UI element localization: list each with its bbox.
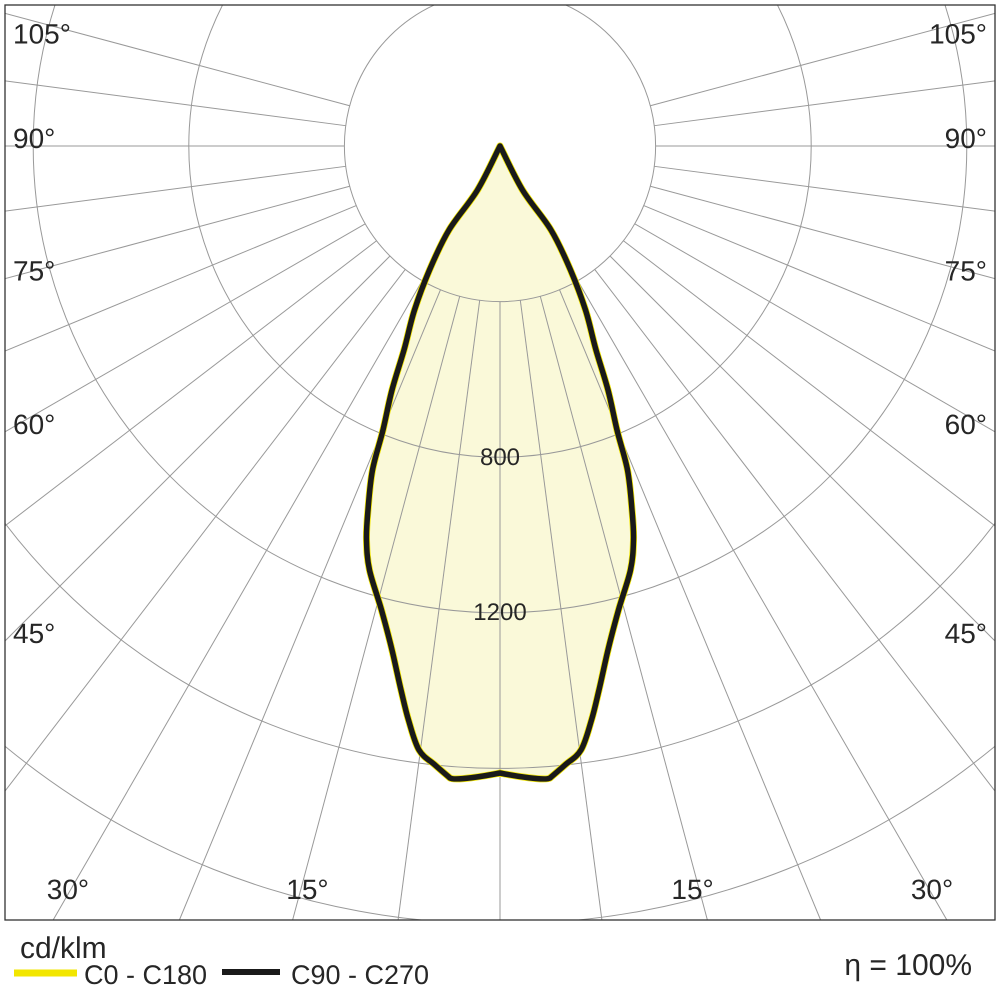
svg-text:105°: 105°: [929, 18, 987, 49]
svg-text:800: 800: [480, 444, 520, 471]
svg-text:75°: 75°: [13, 256, 55, 287]
svg-text:90°: 90°: [945, 123, 987, 154]
svg-text:45°: 45°: [13, 618, 55, 649]
svg-text:105°: 105°: [13, 18, 71, 49]
svg-text:η = 100%: η = 100%: [844, 949, 972, 982]
svg-text:45°: 45°: [945, 618, 987, 649]
svg-text:30°: 30°: [911, 874, 953, 905]
svg-text:30°: 30°: [47, 874, 89, 905]
svg-text:90°: 90°: [13, 123, 55, 154]
svg-text:60°: 60°: [945, 409, 987, 440]
svg-text:C90 - C270: C90 - C270: [291, 960, 429, 990]
svg-text:15°: 15°: [286, 874, 328, 905]
svg-text:1200: 1200: [473, 599, 526, 626]
svg-text:75°: 75°: [945, 256, 987, 287]
svg-text:C0 - C180: C0 - C180: [84, 960, 207, 990]
svg-text:60°: 60°: [13, 409, 55, 440]
svg-text:15°: 15°: [671, 874, 713, 905]
